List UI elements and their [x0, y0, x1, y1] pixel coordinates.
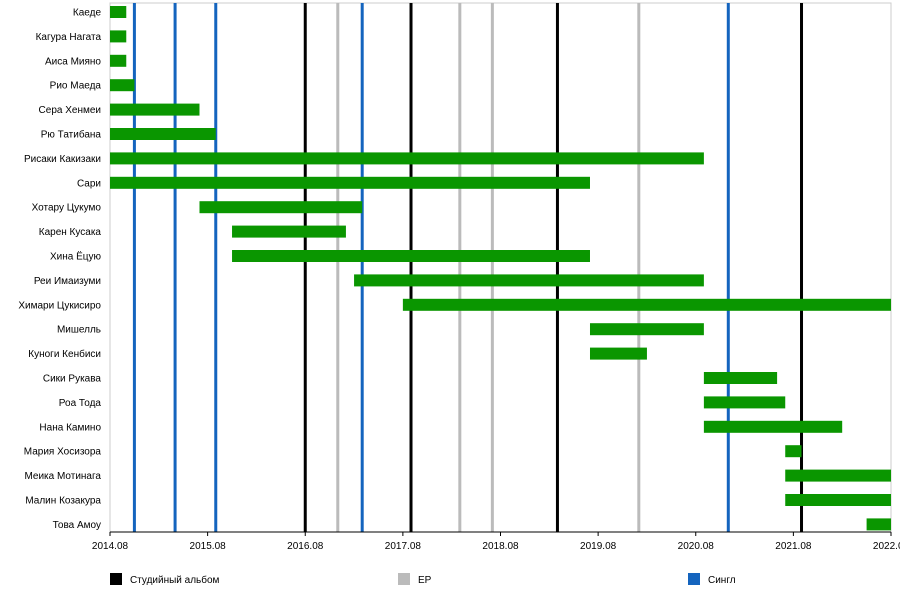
legend-swatch-single [688, 573, 700, 585]
x-tick-label: 2022.08 [873, 541, 900, 552]
member-name: Рисаки Какизаки [24, 154, 101, 165]
member-bar [589, 347, 647, 360]
member-bar [354, 274, 704, 287]
x-tick-label: 2016.08 [287, 541, 324, 552]
member-name: Хина Ёцую [50, 251, 102, 263]
member-bar [785, 469, 891, 482]
member-name: Рю Татибана [41, 129, 102, 141]
x-tick-label: 2014.08 [92, 541, 129, 552]
member-bar [110, 54, 127, 67]
member-name: Мишелль [57, 325, 101, 336]
member-name: Карен Кусака [39, 227, 102, 238]
member-bar [110, 128, 216, 140]
member-bar [232, 225, 346, 238]
member-name: Това Амоу [53, 520, 101, 531]
plot-frame [109, 2, 892, 533]
member-bar [785, 445, 802, 458]
member-bar [703, 372, 778, 384]
member-name: Мария Хосизора [24, 447, 102, 458]
legend: Студийный альбом EP Сингл [110, 573, 736, 586]
member-bar [110, 176, 590, 189]
member-name: Сики Рукава [43, 374, 102, 385]
member-names: Каеде Кагура Нагата Аиса Мияно Рио Маеда Сер… [18, 8, 101, 531]
x-tick-label: 2015.08 [190, 541, 227, 552]
member-bar [110, 79, 135, 92]
member-name: Аиса Мияно [45, 56, 101, 67]
legend-swatch-ep [398, 573, 410, 585]
member-bar [866, 518, 891, 531]
member-bar [589, 323, 704, 336]
x-axis: 2014.08 2015.08 2016.08 2017.08 2018.08 2019.… [92, 531, 900, 552]
x-tick-label: 2020.08 [678, 541, 715, 552]
member-bar [110, 6, 127, 18]
member-name: Каеде [73, 8, 102, 19]
member-name: Нана Камино [39, 422, 101, 433]
member-bar [199, 201, 363, 214]
legend-label-single: Сингл [708, 575, 736, 586]
member-name: Химари Цукисиро [18, 300, 101, 311]
x-tick-label: 2017.08 [385, 541, 422, 552]
member-name: Реи Имаизуми [34, 276, 101, 287]
member-name: Рио Маеда [50, 81, 102, 92]
member-bar [402, 298, 891, 311]
x-tick-label: 2018.08 [482, 541, 519, 552]
member-bar [110, 103, 200, 116]
member-name: Сари [77, 178, 101, 189]
member-name: Роа Тода [59, 398, 102, 409]
member-bar [110, 30, 127, 43]
plot-area [109, 2, 892, 533]
member-bar [110, 152, 704, 165]
member-bars [110, 6, 891, 531]
member-bar [703, 396, 786, 409]
member-bar [703, 420, 843, 433]
member-name: Сера Хенмеи [39, 105, 101, 116]
legend-label-ep: EP [418, 575, 432, 586]
x-tick-label: 2021.08 [775, 541, 812, 552]
release-lines [132, 3, 804, 532]
member-bar [785, 494, 891, 506]
x-tick-label: 2019.08 [580, 541, 617, 552]
member-name: Куноги Кенбиси [28, 348, 101, 360]
member-name: Хотару Цукумо [32, 203, 102, 214]
member-name: Малин Козакура [25, 496, 101, 507]
member-name: Кагура Нагата [36, 32, 102, 43]
legend-swatch-album [110, 573, 122, 585]
legend-label-album: Студийный альбом [130, 574, 220, 586]
member-bar [232, 250, 590, 262]
member-name: Меика Мотинага [24, 471, 101, 482]
